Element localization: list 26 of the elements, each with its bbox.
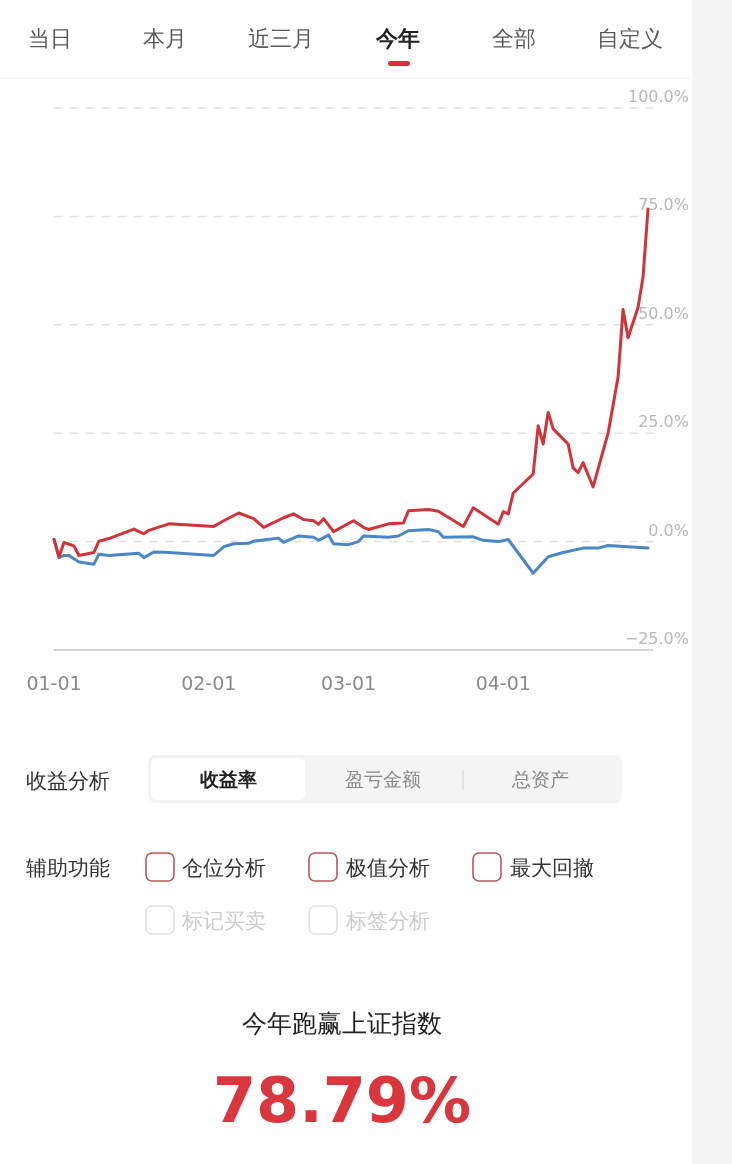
text: 本月 [143,26,187,51]
y-tick-label: 75.0% [638,195,689,215]
text: 78.79% [212,1064,472,1137]
text: 当日 [28,26,72,51]
text: 收益率 [199,768,257,790]
text: 极值分析 [345,856,430,880]
text: 今年跑赢上证指数 [242,1009,442,1038]
y-tick-label: 100.0% [627,87,689,106]
y-tick-label: 25.0% [638,412,689,432]
text: 总资产 [510,768,569,790]
y-tick-label: 50.0% [638,303,689,323]
y-tick-label: −25.0% [624,629,689,648]
text: 自定义 [597,26,663,51]
y-tick-label: 0.0% [648,520,689,540]
x-tick-label: 04-01 [475,672,531,694]
text: 收益分析 [26,769,110,793]
x-tick-label: 02-01 [181,672,237,694]
text: 仓位分析 [182,856,266,880]
text: 今年 [375,26,420,51]
text: 近三月 [248,26,314,51]
text: 全部 [492,26,536,51]
x-tick-label: 03-01 [320,672,377,694]
text: 盈亏金额 [345,768,421,790]
text: 辅助功能 [26,856,110,880]
text: 最大回撤 [510,856,594,880]
x-tick-label: 01-01 [26,672,82,694]
